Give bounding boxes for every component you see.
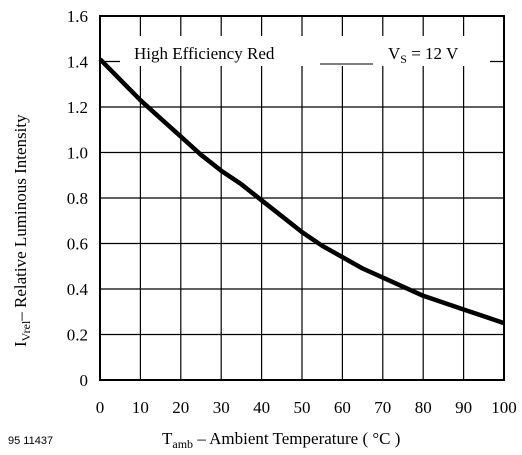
x-tick-label: 30: [213, 398, 230, 417]
condition-main: V: [388, 44, 401, 63]
x-tick-label: 50: [294, 398, 311, 417]
y-axis-title: IVrel– Relative Luminous Intensity: [11, 114, 33, 347]
x-axis-title-sub: amb: [172, 437, 193, 451]
y-tick-label: 0.8: [67, 189, 88, 208]
x-tick-label: 90: [455, 398, 472, 417]
y-tick-label: 1.0: [67, 144, 88, 163]
y-tick-label: 0.6: [67, 235, 88, 254]
plot-frame-layer: [99, 15, 505, 381]
annotation-background: [120, 36, 490, 66]
curve-layer: [98, 57, 505, 326]
x-tick-label: 80: [415, 398, 432, 417]
x-tick-label: 40: [253, 398, 270, 417]
x-tick-label: 60: [334, 398, 351, 417]
y-tick-label: 1.4: [67, 53, 89, 72]
y-axis-title-rest: – Relative Luminous Intensity: [11, 114, 30, 322]
tick-labels: 0 10 20 30 40 50 60 70 80 90 100 0 0.2 0.4 0.6 0.8 1.0 1.…: [67, 7, 517, 417]
x-tick-label: 10: [132, 398, 149, 417]
y-axis-title-main: I: [11, 341, 30, 347]
y-tick-label: 0.4: [67, 280, 89, 299]
grid: [99, 15, 505, 381]
y-tick-label: 1.2: [67, 98, 88, 117]
plot-frame: [99, 15, 505, 381]
y-axis-title-sub: Vrel: [19, 320, 33, 341]
x-tick-label: 0: [96, 398, 105, 417]
curve-label: High Efficiency Red: [134, 44, 275, 63]
x-axis-title: Tamb – Ambient Temperature ( °C ): [162, 429, 400, 451]
x-axis-title-rest: – Ambient Temperature ( °C ): [193, 429, 400, 448]
y-tick-label: 1.6: [67, 7, 88, 26]
y-tick-label: 0.2: [67, 326, 88, 345]
x-axis-title-main: T: [162, 429, 173, 448]
series-line: [98, 57, 505, 326]
condition-label: VS = 12 V: [388, 44, 459, 66]
condition-sub: S: [400, 52, 407, 66]
x-tick-label: 70: [374, 398, 391, 417]
y-tick-label: 0: [80, 371, 89, 390]
condition-rest: = 12 V: [407, 44, 459, 63]
figure-id: 95 11437: [8, 435, 53, 447]
x-tick-label: 20: [172, 398, 189, 417]
x-tick-label: 100: [491, 398, 517, 417]
